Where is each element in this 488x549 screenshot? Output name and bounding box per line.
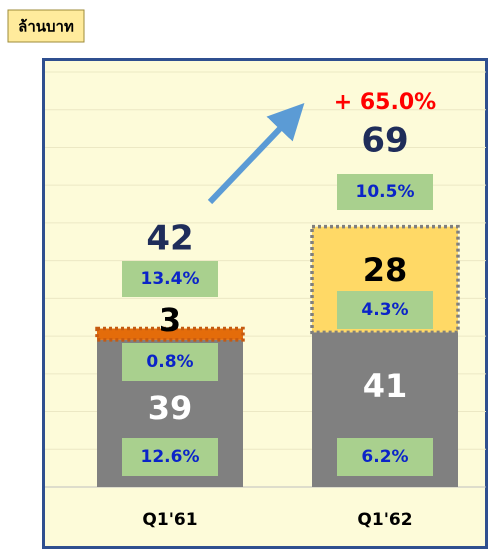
segment-label: 41 <box>363 367 408 405</box>
share-box <box>122 438 218 476</box>
segment-label: 3 <box>159 301 181 339</box>
bar-segment <box>95 326 245 342</box>
segment-label: 39 <box>148 389 193 427</box>
share-box <box>122 261 218 297</box>
unit-label: ล้านบาท <box>18 18 74 36</box>
segment-label: 28 <box>363 251 408 289</box>
share-label: 6.2% <box>361 447 408 467</box>
share-box <box>337 174 433 210</box>
total-share-label: 13.4% <box>141 269 200 289</box>
share-box <box>337 438 433 476</box>
total-label: 42 <box>146 219 193 259</box>
share-label: 4.3% <box>361 300 408 320</box>
unit-box <box>7 9 85 43</box>
growth-arrow <box>207 102 305 205</box>
share-box <box>337 291 433 329</box>
x-tick-label: Q1'61 <box>142 510 197 530</box>
x-tick-label: Q1'62 <box>357 510 412 530</box>
total-share-label: 10.5% <box>356 182 415 202</box>
share-label: 0.8% <box>146 352 193 372</box>
growth-annotation: + 65.0% <box>334 90 436 115</box>
share-box <box>122 343 218 381</box>
total-label: 69 <box>361 121 408 161</box>
share-label: 12.6% <box>141 447 200 467</box>
